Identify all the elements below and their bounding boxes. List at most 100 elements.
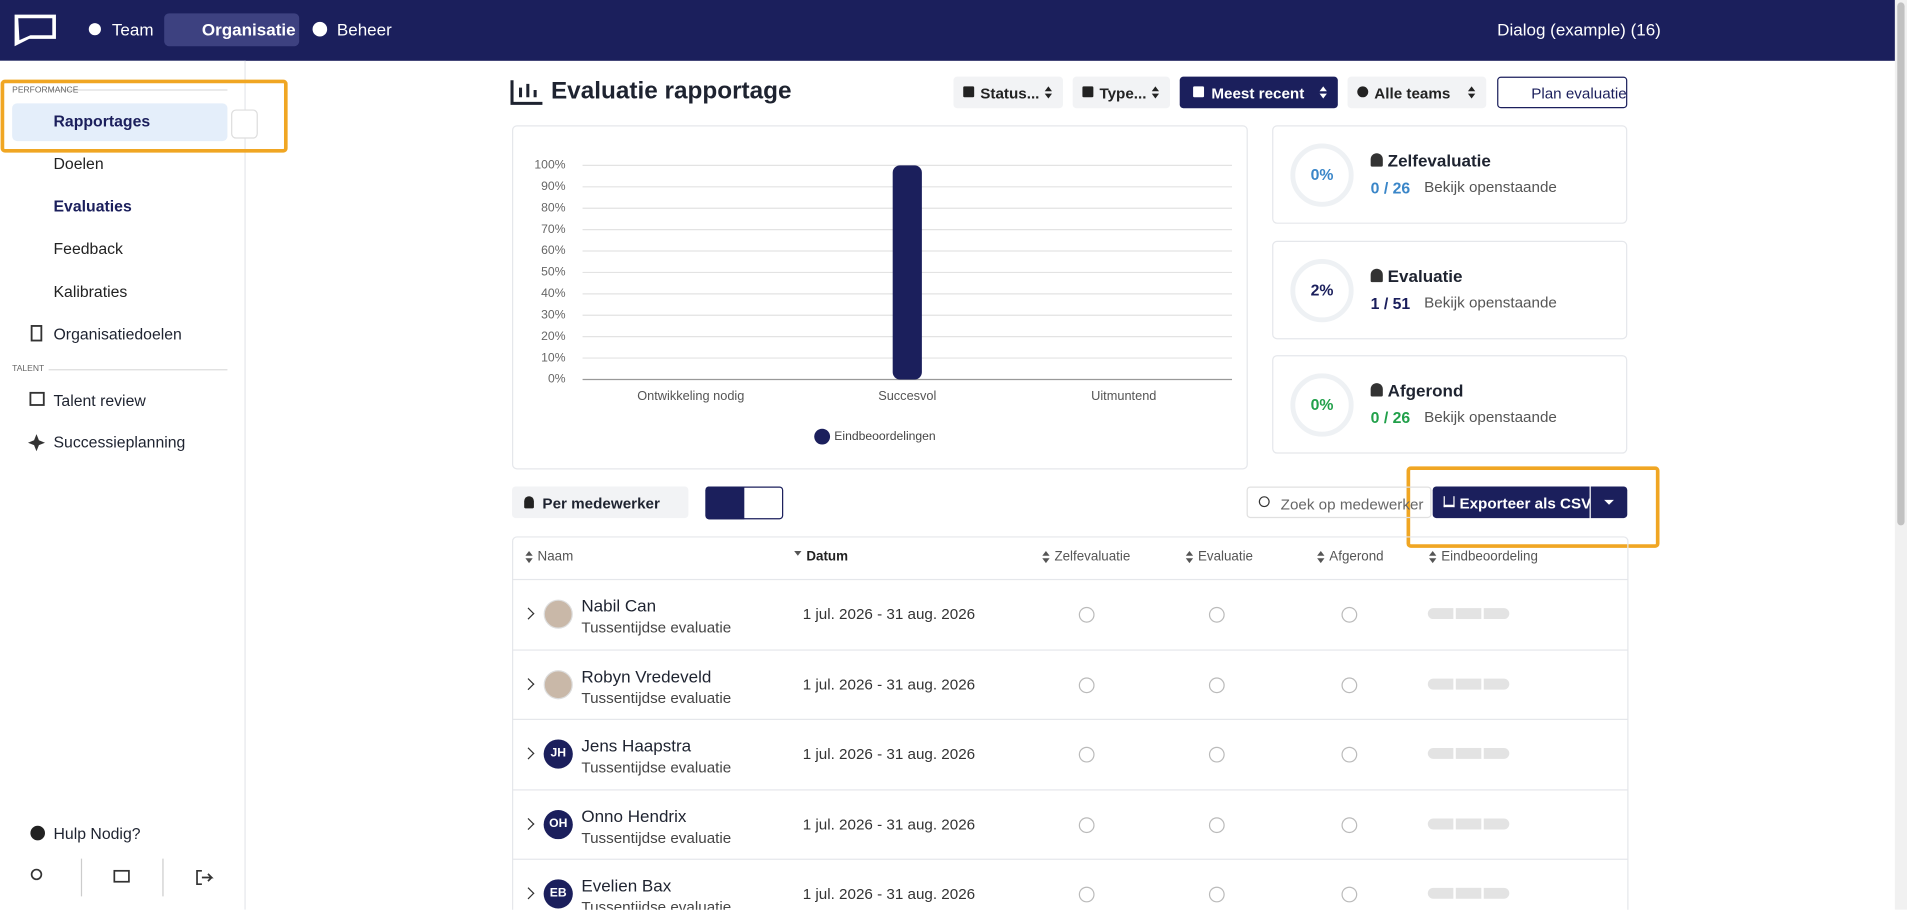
row-rule <box>512 718 1629 720</box>
stat-link[interactable]: Bekijk openstaande <box>1424 408 1557 426</box>
caret <box>1604 499 1614 505</box>
filter-label: Status... <box>980 85 1040 103</box>
sort-icon <box>1429 550 1437 556</box>
sort-caret <box>1044 86 1053 92</box>
sort-icon <box>1317 550 1325 556</box>
filter-button[interactable]: Type... <box>1072 76 1170 109</box>
stat-card[interactable]: 0% Afgerond 0 / 26 Bekijk openstaande <box>1272 355 1628 454</box>
help-icon <box>30 825 45 841</box>
menu-subitem[interactable]: Feedback <box>53 239 123 258</box>
scrollbar[interactable] <box>1894 0 1907 910</box>
y-tick-label: 80% <box>541 200 566 214</box>
scroll-thumb[interactable] <box>1897 2 1905 526</box>
nav-link[interactable]: Beheer <box>336 19 392 39</box>
column-header[interactable]: Afgerond <box>1329 549 1384 565</box>
filter-icon <box>1357 86 1369 98</box>
filter-icon <box>1082 86 1094 98</box>
employee-name[interactable]: Evelien Bax <box>581 875 672 896</box>
menu-item[interactable]: Talent review <box>53 391 146 410</box>
logo-inner <box>18 18 53 41</box>
y-tick-label: 30% <box>541 307 566 321</box>
export-button[interactable]: Exporteer als CSV <box>1432 486 1592 519</box>
rating-pill <box>1427 678 1454 689</box>
plan-button[interactable]: Plan evaluatie <box>1497 76 1628 109</box>
sort-caret <box>1044 93 1053 99</box>
collapse-button[interactable] <box>231 109 258 139</box>
sparkle-icon <box>27 434 45 452</box>
view-toggle-active[interactable] <box>705 486 745 520</box>
header-rule <box>512 578 1629 581</box>
column-header[interactable]: Evaluatie <box>1197 549 1254 565</box>
employee-name[interactable]: Onno Hendrix <box>581 805 687 826</box>
y-tick-label: 100% <box>534 158 565 172</box>
gear-icon <box>312 21 328 37</box>
nav-link[interactable]: Team <box>111 19 154 39</box>
legend-label: Eindbeoordelingen <box>834 429 935 443</box>
mail-icon[interactable] <box>113 869 130 883</box>
team-icon <box>88 23 101 36</box>
rating-pill <box>1455 678 1482 689</box>
evaluation-period: 1 jul. 2026 - 31 aug. 2026 <box>802 675 976 693</box>
group-select[interactable]: Per medewerker <box>512 486 689 519</box>
filter-icon <box>963 86 975 98</box>
highlight-box <box>0 79 288 153</box>
rating-pill <box>1455 608 1482 620</box>
column-header[interactable]: Eindbeoordeling <box>1441 549 1538 565</box>
menu-item[interactable]: Successieplanning <box>53 432 186 452</box>
stat-card[interactable]: 0% Zelfevaluatie 0 / 26 Bekijk openstaande <box>1272 125 1628 224</box>
status-check <box>1078 606 1095 623</box>
column-header[interactable]: Naam <box>537 549 574 565</box>
export-dropdown[interactable] <box>1590 486 1628 519</box>
sort-caret <box>1319 86 1327 92</box>
filter-button[interactable]: Alle teams <box>1347 76 1487 109</box>
rating-pill <box>1427 887 1454 899</box>
search-box[interactable]: Zoek op medewerker <box>1246 486 1432 519</box>
sort-icon <box>1317 558 1325 564</box>
y-tick-label: 90% <box>541 179 566 193</box>
menu-item[interactable]: Organisatiedoelen <box>53 324 182 343</box>
filter-button[interactable]: Status... <box>953 76 1063 109</box>
row-rule <box>512 788 1629 790</box>
sort-icon <box>1185 550 1194 556</box>
menu-subitem[interactable]: Doelen <box>53 154 104 173</box>
stat-link[interactable]: Bekijk openstaande <box>1424 293 1557 311</box>
x-tick-label: Succesvol <box>878 388 936 403</box>
avatar <box>543 599 573 629</box>
stat-icon <box>1370 153 1383 167</box>
sort-icon <box>1042 550 1050 556</box>
evaluation-period: 1 jul. 2026 - 31 aug. 2026 <box>802 885 976 903</box>
logout-icon[interactable] <box>196 869 214 886</box>
search-icon <box>1258 496 1270 508</box>
employee-name[interactable]: Jens Haapstra <box>581 735 692 756</box>
rating-pill <box>1483 678 1510 689</box>
evaluation-type: Tussentijdse evaluatie <box>581 688 732 707</box>
user-settings-icon[interactable] <box>30 868 43 881</box>
column-header[interactable]: Datum <box>806 549 848 565</box>
stat-title: Zelfevaluatie <box>1387 150 1491 171</box>
employee-name[interactable]: Nabil Can <box>581 595 657 616</box>
employee-name[interactable]: Robyn Vredeveld <box>581 665 712 686</box>
rating-pill <box>1427 608 1454 620</box>
status-check <box>1341 886 1358 903</box>
highlight-box <box>1406 466 1660 548</box>
row-rule <box>512 648 1629 651</box>
active-item <box>12 103 228 142</box>
y-tick-label: 70% <box>541 222 566 236</box>
menu-item[interactable]: Rapportages <box>53 111 151 131</box>
account-name[interactable]: Dialog (example) (16) <box>1497 19 1661 39</box>
help-link[interactable]: Hulp Nodig? <box>53 824 141 843</box>
stat-link[interactable]: Bekijk openstaande <box>1424 178 1557 196</box>
menu-subitem[interactable]: Evaluaties <box>53 197 132 216</box>
stat-card[interactable]: 2% Evaluatie 1 / 51 Bekijk openstaande <box>1272 240 1628 339</box>
x-tick-label: Ontwikkeling nodig <box>637 388 744 403</box>
menu-subitem[interactable]: Kalibraties <box>53 282 128 301</box>
nav-link[interactable]: Organisatie <box>201 19 296 39</box>
sort-icon <box>1042 558 1050 564</box>
avatar: EB <box>543 879 573 909</box>
status-check <box>1341 816 1358 833</box>
export-label: Exporteer als CSV <box>1459 494 1592 513</box>
status-check <box>1341 676 1358 693</box>
download-icon <box>1443 496 1455 508</box>
column-header[interactable]: Zelfevaluatie <box>1054 549 1131 565</box>
filter-button[interactable]: Meest recent <box>1179 76 1338 109</box>
